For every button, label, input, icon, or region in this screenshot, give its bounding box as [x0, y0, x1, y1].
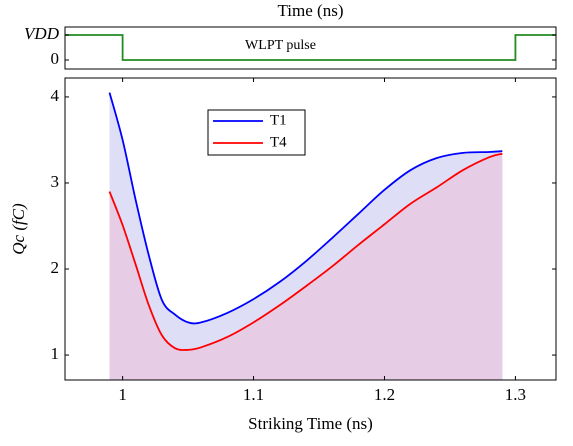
area	[109, 153, 503, 380]
y-axis-label: Qc (fC)	[9, 203, 28, 255]
line	[108, 152, 503, 351]
legend-label: T4	[270, 134, 287, 150]
x-axis-label: Striking Time (ns)	[248, 414, 373, 433]
line	[108, 92, 503, 325]
line	[65, 34, 556, 61]
chart-title: Time (ns)	[278, 1, 344, 20]
y-tick-label: 2	[51, 258, 60, 277]
y-tick-label: 0	[51, 49, 60, 68]
y-tick-label: 4	[51, 86, 60, 105]
legend-label: T1	[270, 112, 287, 128]
axes-box	[64, 77, 557, 381]
x-tick-label: 1.3	[505, 385, 526, 404]
y-tick-label: VDD	[24, 24, 60, 43]
plot-area	[108, 92, 503, 380]
annotation: WLPT pulse	[245, 38, 316, 53]
y-tick-label: 1	[51, 344, 60, 363]
legend-box	[207, 109, 306, 156]
plot-area	[65, 34, 556, 61]
y-tick-label: 3	[51, 172, 60, 191]
axes-box	[64, 26, 557, 70]
x-tick-label: 1	[118, 385, 127, 404]
x-tick-label: 1.2	[374, 385, 395, 404]
x-tick-label: 1.1	[243, 385, 264, 404]
